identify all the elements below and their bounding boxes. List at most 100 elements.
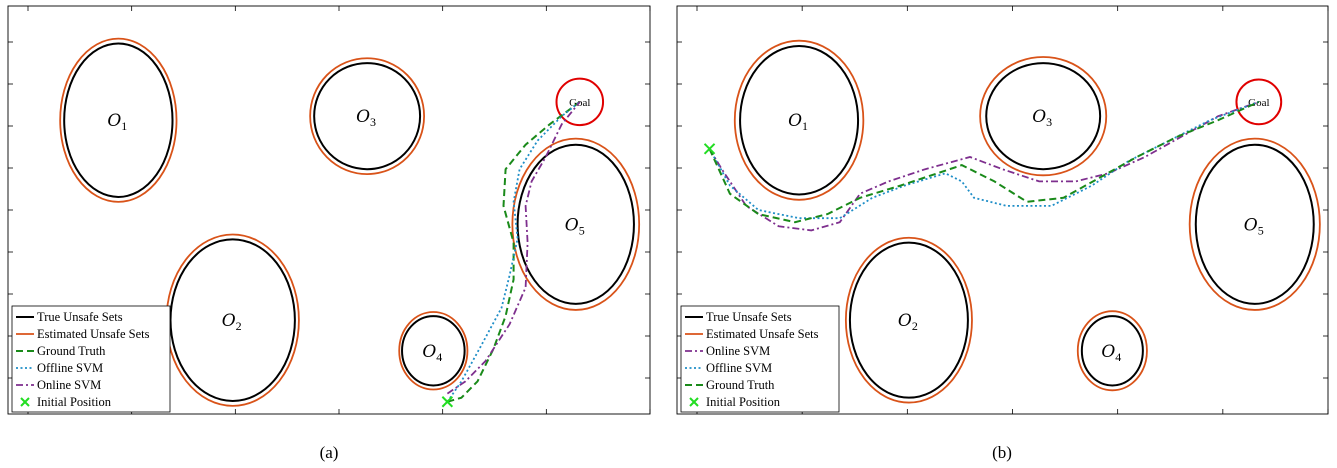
obstacle-label-subscript: 5 bbox=[1258, 223, 1264, 237]
legend-entry: Offline SVM bbox=[16, 361, 103, 375]
legend-entry: Online SVM bbox=[16, 378, 101, 392]
obstacle-label: O4 bbox=[422, 342, 442, 364]
legend: True Unsafe Sets Estimated Unsafe Sets Onl… bbox=[680, 305, 840, 413]
obstacle-label-letter: O bbox=[222, 311, 236, 331]
initial-cross-b bbox=[441, 396, 454, 408]
true-unsafe-set bbox=[1080, 315, 1144, 387]
obstacle-1: O1 bbox=[733, 39, 865, 201]
initial-position-marker bbox=[703, 143, 716, 155]
true-unsafe-set bbox=[848, 241, 969, 399]
obstacle-label-letter: O bbox=[565, 215, 579, 235]
goal-circle bbox=[1235, 78, 1283, 126]
legend-entry: Online SVM bbox=[685, 344, 770, 358]
obstacle-2: O2 bbox=[844, 236, 973, 404]
y-ticks bbox=[8, 41, 650, 379]
obstacle-label-subscript: 2 bbox=[912, 319, 918, 333]
obstacle-label-letter: O bbox=[356, 107, 370, 127]
trajectory-online bbox=[708, 101, 1260, 232]
estimated-unsafe-set bbox=[979, 56, 1108, 177]
panel-caption: (a) bbox=[320, 443, 339, 462]
obstacle-4: O4 bbox=[1076, 310, 1148, 392]
estimated-unsafe-set bbox=[309, 57, 425, 175]
obstacle-label-letter: O bbox=[422, 342, 436, 362]
obstacle-label: O5 bbox=[565, 215, 585, 237]
obstacle-label-letter: O bbox=[1101, 342, 1115, 362]
obstacle-label: O2 bbox=[898, 311, 918, 333]
legend-label: Online SVM bbox=[37, 378, 101, 392]
obstacle-label-subscript: 1 bbox=[121, 119, 127, 133]
legend-label: Initial Position bbox=[37, 395, 112, 409]
obstacle-label-letter: O bbox=[1244, 215, 1258, 235]
estimated-unsafe-set bbox=[59, 37, 178, 203]
initial-position-marker bbox=[441, 396, 454, 408]
legend-box bbox=[680, 305, 840, 413]
estimated-unsafe-set bbox=[844, 236, 973, 404]
legend-label: Estimated Unsafe Sets bbox=[706, 327, 819, 341]
obstacle-label-subscript: 2 bbox=[236, 319, 242, 333]
legend-entry: Initial Position bbox=[689, 395, 781, 409]
trajectory-offline bbox=[446, 101, 581, 403]
true-unsafe-set bbox=[1194, 143, 1315, 305]
legend-label: Ground Truth bbox=[706, 378, 775, 392]
panel-caption: (b) bbox=[992, 443, 1012, 462]
legend-entry: Ground Truth bbox=[16, 344, 106, 358]
obstacle-label-subscript: 4 bbox=[436, 350, 442, 364]
legend-entry: True Unsafe Sets bbox=[16, 310, 123, 324]
obstacle-label-subscript: 4 bbox=[1115, 350, 1121, 364]
obstacle-5: O5 bbox=[511, 137, 641, 311]
legend-label: Estimated Unsafe Sets bbox=[37, 327, 150, 341]
trajectory-ground bbox=[708, 100, 1260, 224]
obstacle-label-letter: O bbox=[788, 111, 802, 131]
obstacle-label: O1 bbox=[107, 111, 127, 133]
obstacle-label: O2 bbox=[222, 311, 242, 333]
obstacle-label-subscript: 3 bbox=[1046, 115, 1052, 129]
legend-entry: True Unsafe Sets bbox=[685, 310, 792, 324]
obstacle-label-subscript: 5 bbox=[579, 223, 585, 237]
true-unsafe-set bbox=[739, 44, 860, 196]
obstacle-4: O4 bbox=[398, 311, 469, 391]
obstacle-label: O4 bbox=[1101, 342, 1121, 364]
legend-entry: Offline SVM bbox=[685, 361, 772, 375]
obstacle-label-letter: O bbox=[107, 111, 121, 131]
trajectory-ground bbox=[447, 101, 581, 403]
obstacle-label: O3 bbox=[356, 107, 376, 129]
obstacle-label-subscript: 1 bbox=[802, 119, 808, 133]
obstacle-5: O5 bbox=[1188, 137, 1321, 311]
legend-entry: Initial Position bbox=[20, 395, 112, 409]
legend-label: Initial Position bbox=[706, 395, 781, 409]
legend-label: Offline SVM bbox=[37, 361, 103, 375]
legend-label: Online SVM bbox=[706, 344, 770, 358]
obstacle-label-subscript: 3 bbox=[370, 115, 376, 129]
estimated-unsafe-set bbox=[398, 311, 469, 391]
obstacle-label: O5 bbox=[1244, 215, 1264, 237]
initial-cross-b bbox=[703, 143, 716, 155]
true-unsafe-set bbox=[516, 143, 635, 305]
legend-label: Ground Truth bbox=[37, 344, 106, 358]
estimated-unsafe-set bbox=[511, 137, 641, 311]
legend-label: True Unsafe Sets bbox=[706, 310, 792, 324]
obstacle-label: O3 bbox=[1032, 107, 1052, 129]
legend: True Unsafe Sets Estimated Unsafe Sets Gro… bbox=[11, 305, 171, 413]
true-unsafe-set bbox=[985, 62, 1102, 171]
true-unsafe-set bbox=[313, 62, 422, 171]
estimated-unsafe-set bbox=[1076, 310, 1148, 392]
estimated-unsafe-set bbox=[1188, 137, 1321, 311]
obstacle-label: O1 bbox=[788, 111, 808, 133]
legend-box bbox=[11, 305, 171, 413]
obstacle-3: O3 bbox=[309, 57, 425, 175]
obstacle-label-letter: O bbox=[1032, 107, 1046, 127]
legend-initial-b bbox=[20, 397, 30, 407]
obstacle-label-letter: O bbox=[898, 311, 912, 331]
estimated-unsafe-set bbox=[733, 39, 865, 201]
legend-entry: Estimated Unsafe Sets bbox=[16, 327, 150, 341]
true-unsafe-set bbox=[63, 42, 174, 198]
obstacle-1: O1 bbox=[59, 37, 178, 203]
legend-label: Offline SVM bbox=[706, 361, 772, 375]
legend-label: True Unsafe Sets bbox=[37, 310, 123, 324]
obstacle-3: O3 bbox=[979, 56, 1108, 177]
true-unsafe-set bbox=[169, 238, 296, 402]
y-ticks bbox=[677, 41, 1328, 379]
